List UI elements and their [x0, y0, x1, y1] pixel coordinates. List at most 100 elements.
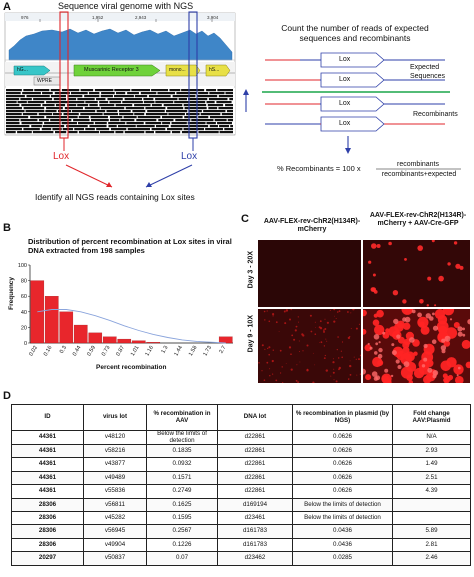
formula-numerator: recombinants	[396, 161, 440, 168]
table-cell: 28306	[11, 537, 84, 553]
expected-seq-2	[265, 72, 445, 88]
table-row: 28306 v49904 0.1226 d161783 0.0436 2.81	[11, 537, 471, 553]
panel-d-label: D	[3, 390, 11, 402]
histogram-bar	[218, 336, 233, 344]
table-cell: 0.1595	[146, 510, 218, 526]
header-virus-lot: virus lot	[83, 404, 147, 431]
header-dna-lot: DNA lot	[217, 404, 293, 431]
feature-label-muscarinic: Muscarinic Receptor 3	[84, 66, 139, 73]
expected-seq-1	[265, 52, 445, 68]
table-cell: d161783	[217, 524, 293, 539]
table-cell: d22861	[217, 457, 293, 472]
histogram-bar	[146, 342, 161, 344]
lox-box-label-1: Lox	[339, 55, 351, 63]
col2-header: AAV-FLEX-rev-ChR2(H134R)-mCherry + AAV-C…	[369, 212, 467, 228]
table-cell: 4.39	[392, 484, 471, 499]
table-cell: v56811	[83, 497, 147, 512]
ruler-tick-3: 2,943	[135, 15, 147, 20]
y-tick-label: 60	[21, 294, 27, 300]
x-tick-label: 1.16	[144, 345, 155, 357]
feature-label-hg: hG...	[17, 67, 28, 73]
feature-label-hs: hS...	[209, 66, 220, 73]
histogram-bar	[88, 332, 103, 344]
ngs-reads	[6, 89, 233, 134]
micrograph-day9-cre	[363, 309, 470, 383]
fit-curve	[37, 309, 226, 344]
table-cell: v48120	[83, 430, 147, 445]
recombination-table: ID virus lot % recombination in AAV DNA …	[11, 404, 471, 566]
table-cell: 0.0626	[292, 484, 393, 499]
row1-label: Day 3 - 20X	[247, 251, 255, 289]
expected-sequences-label: Expected Sequences	[410, 64, 446, 80]
table-cell: 0.0626	[292, 457, 393, 472]
x-tick-label: 2.7	[218, 345, 227, 355]
table-cell: 0.0626	[292, 470, 393, 486]
table-cell: 20297	[11, 551, 84, 566]
table-cell: v55836	[83, 484, 147, 499]
lox-box-label-3: Lox	[339, 99, 351, 107]
panel-b-label: B	[3, 222, 11, 234]
x-tick-label: 0.59	[86, 345, 97, 357]
lox-left-arrow	[65, 164, 113, 188]
table-cell: 0.2749	[146, 484, 218, 499]
table-row: 28306 v45282 0.1595 d23461 Below the limits …	[11, 510, 471, 526]
table-cell: d22861	[217, 443, 293, 459]
table-cell: Below the limits of detection	[292, 497, 393, 512]
x-tick-label: 1.3	[160, 345, 169, 355]
feature-muscarinic	[73, 64, 161, 77]
table-header-row: ID virus lot % recombination in AAV DNA …	[11, 404, 471, 431]
table-cell: v45282	[83, 510, 147, 526]
table-cell: 44361	[11, 443, 84, 459]
table-cell: 0.1625	[146, 497, 218, 512]
table-row: 28306 v56811 0.1625 d169194 Below the limits…	[11, 497, 471, 512]
table-row: 20297 v50837 0.07 d23462 0.0285 2.46	[11, 551, 471, 566]
row2-label: Day 9 - 10X	[247, 315, 255, 353]
col1-header: AAV-FLEX-rev-ChR2(H134R)-mCherry	[263, 218, 361, 234]
table-cell	[392, 510, 471, 526]
table-cell: d22861	[217, 484, 293, 499]
table-cell: d161783	[217, 537, 293, 553]
x-tick-label: 1.58	[188, 345, 199, 357]
table-cell: 28306	[11, 510, 84, 526]
formula-lhs: % Recombinants = 100 x	[277, 164, 361, 173]
table-row: 44361 v43877 0.0932 d22861 0.0626 1.49	[11, 457, 471, 472]
ruler-bar	[5, 13, 235, 21]
table-cell: 0.0626	[292, 430, 393, 445]
ruler-tick-4: 3,904	[207, 15, 219, 20]
x-tick-label: 1.73	[202, 345, 213, 357]
x-tick-label: 1.44	[173, 345, 184, 357]
histogram-bar	[102, 336, 117, 344]
x-tick-label: 0.16	[43, 345, 54, 357]
micrograph-day9-control	[258, 309, 361, 383]
table-row: 28306 v56945 0.2567 d161783 0.0436 5.89	[11, 524, 471, 539]
table-row: 44361 v48120 Below the limits of detection…	[11, 430, 471, 445]
table-row: 44361 v58216 0.1835 d22861 0.0626 2.93	[11, 443, 471, 459]
table-cell: v56945	[83, 524, 147, 539]
table-cell: 5.89	[392, 524, 471, 539]
table-cell	[392, 497, 471, 512]
histogram-bar	[44, 296, 59, 344]
table-cell: 28306	[11, 497, 84, 512]
table-cell: v58216	[83, 443, 147, 459]
y-tick-label: 0	[24, 341, 27, 347]
table-cell: 0.0932	[146, 457, 218, 472]
table-cell: v49904	[83, 537, 147, 553]
table-cell: d23462	[217, 551, 293, 566]
recombinant-seq-1	[265, 96, 445, 112]
table-cell: Below the limits of detection	[146, 430, 218, 445]
chart-x-label: Percent recombination	[96, 364, 167, 371]
table-cell: 44361	[11, 470, 84, 486]
table-cell: Below the limits of detection	[292, 510, 393, 526]
table-cell: 0.0436	[292, 537, 393, 553]
x-tick-label: 0.73	[101, 345, 112, 357]
table-cell: 0.0285	[292, 551, 393, 566]
x-tick-label: 0.02	[28, 345, 39, 357]
table-row: 44361 v55836 0.2749 d22861 0.0626 4.39	[11, 484, 471, 499]
feature-hs	[205, 64, 231, 77]
table-cell: 44361	[11, 430, 84, 445]
table-cell: 2.46	[392, 551, 471, 566]
x-tick-label: 0.3	[59, 345, 68, 355]
table-cell: 1.49	[392, 457, 471, 472]
feature-label-wpre: WPRE	[37, 77, 52, 84]
table-cell: 0.1226	[146, 537, 218, 553]
